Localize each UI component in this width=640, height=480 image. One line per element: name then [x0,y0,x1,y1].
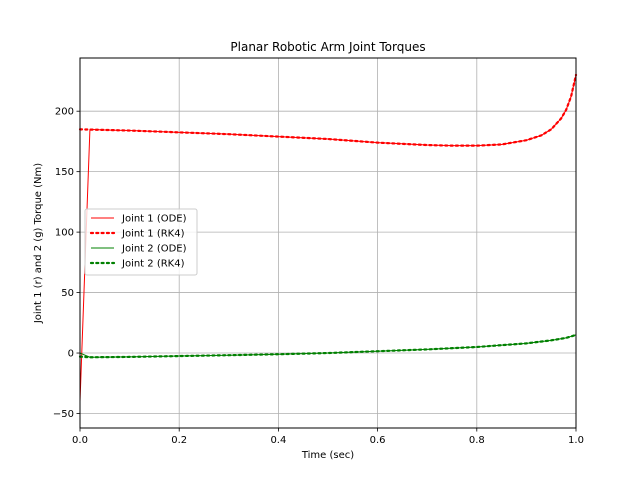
x-tick-label: 1.0 [568,435,584,446]
x-tick-label: 0.6 [370,435,386,446]
legend-label: Joint 1 (RK4) [121,229,185,240]
x-tick-label: 0.4 [270,435,286,446]
legend-box [84,208,198,276]
x-tick-label: 0.8 [469,435,485,446]
x-axis-label: Time (sec) [301,450,354,461]
legend-label: Joint 2 (RK4) [121,259,185,270]
y-tick-label: 0 [68,349,74,360]
legend-items: Joint 1 (ODE) Joint 1 (RK4) Joint 2 (ODE) J… [89,214,187,270]
plot-frame [79,57,577,429]
y-tick-label: 200 [55,107,74,118]
y-tick-label: 50 [61,288,74,299]
chart-title: Planar Robotic Arm Joint Torques [230,40,425,54]
axis-ticks: 0.0 0.2 0.4 0.6 0.8 1.0 −50 0 50 100 150 200 [53,107,584,446]
legend-label: Joint 2 (ODE) [121,244,187,255]
y-tick-label: −50 [53,409,74,420]
legend: Joint 1 (ODE) Joint 1 (RK4) Joint 2 (ODE) J… [84,208,198,276]
x-tick-label: 0.2 [171,435,187,446]
plot-lines [78,73,578,402]
series-line-2 [78,73,578,147]
y-tick-label: 150 [55,167,74,178]
series-line-4 [78,333,578,359]
y-axis-label: Joint 1 (r) and 2 (g) Torque (Nm) [33,163,44,324]
y-tick-label: 100 [55,228,74,239]
legend-label: Joint 1 (ODE) [121,214,187,225]
x-tick-label: 0.0 [72,435,88,446]
